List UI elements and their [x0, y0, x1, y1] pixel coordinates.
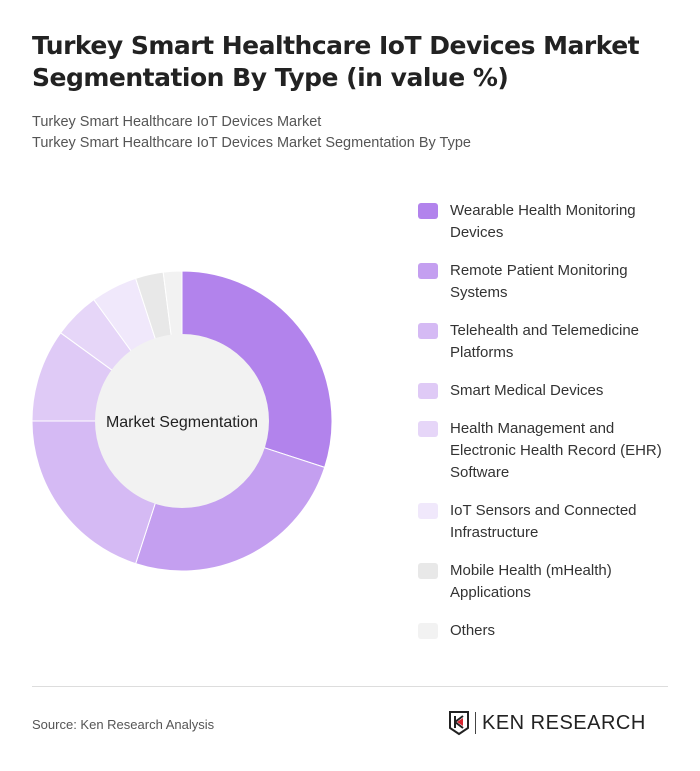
legend-swatch [418, 503, 438, 519]
legend-item: Mobile Health (mHealth) Applications [418, 560, 678, 604]
center-label: Market Segmentation [106, 414, 258, 431]
legend-item: Others [418, 620, 678, 642]
legend-swatch [418, 383, 438, 399]
legend-item: Wearable Health Monitoring Devices [418, 200, 678, 244]
legend-label: IoT Sensors and Connected Infrastructure [450, 502, 637, 541]
source-note: Source: Ken Research Analysis [32, 717, 215, 732]
legend-label: Wearable Health Monitoring Devices [450, 202, 636, 241]
legend-item: Telehealth and Telemedicine Platforms [418, 320, 678, 364]
legend-item: IoT Sensors and Connected Infrastructure [418, 500, 678, 544]
subtitle-2: Turkey Smart Healthcare IoT Devices Mark… [32, 135, 471, 151]
legend-swatch [418, 323, 438, 339]
legend-swatch [418, 623, 438, 639]
donut-chart: Market Segmentation [31, 270, 333, 572]
ken-research-logo: KEN RESEARCH [448, 710, 646, 736]
logo-icon [449, 711, 469, 736]
legend-item: Health Management and Electronic Health … [418, 418, 678, 484]
legend-swatch [418, 563, 438, 579]
divider [32, 686, 668, 687]
subtitle-1: Turkey Smart Healthcare IoT Devices Mark… [32, 114, 322, 130]
chart-title: Turkey Smart Healthcare IoT Devices Mark… [32, 31, 640, 92]
legend-swatch [418, 421, 438, 437]
legend-label: Telehealth and Telemedicine Platforms [450, 322, 640, 361]
legend-label: Remote Patient Monitoring Systems [450, 262, 628, 301]
legend-swatch [418, 263, 438, 279]
legend-label: Others [450, 622, 496, 639]
legend-item: Smart Medical Devices [418, 380, 678, 402]
legend-label: Smart Medical Devices [450, 382, 604, 399]
logo-text: KEN RESEARCH [482, 711, 646, 734]
legend: Wearable Health Monitoring Devices Remote… [418, 200, 678, 658]
legend-label: Mobile Health (mHealth) Applications [450, 562, 612, 601]
donut-hole [95, 334, 269, 508]
legend-item: Remote Patient Monitoring Systems [418, 260, 678, 304]
legend-swatch [418, 203, 438, 219]
legend-label: Health Management and Electronic Health … [450, 420, 662, 481]
